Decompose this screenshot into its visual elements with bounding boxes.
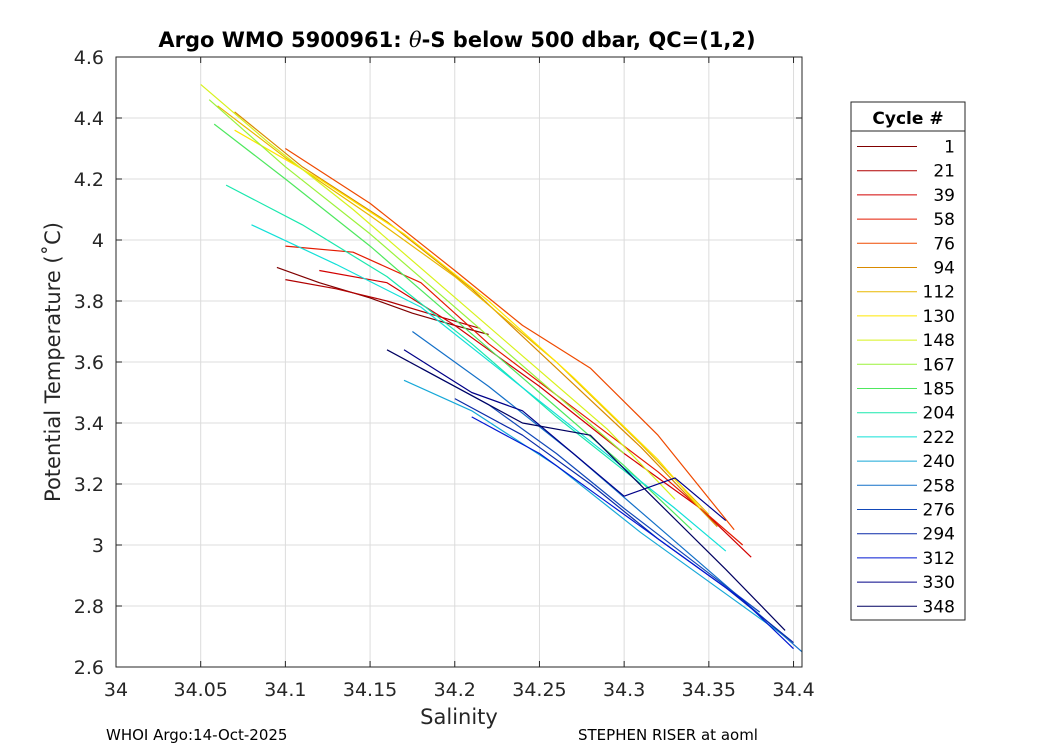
series-line-cycle-204: [225, 184, 642, 485]
legend-label-312: 312: [923, 549, 955, 569]
series-line-cycle-148: [200, 83, 676, 500]
x-tick-label: 34.25: [512, 679, 566, 701]
y-tick-label: 3.4: [74, 413, 104, 435]
x-tick-label: 34.1: [264, 679, 306, 701]
series-line-cycle-130: [234, 129, 701, 509]
legend-label-204: 204: [923, 404, 955, 424]
legend-label-348: 348: [923, 597, 955, 617]
y-axis-ticks: 2.6 2.8 3 3.2 3.4 3.6 3.8 4 4.2 4.4 4.6: [74, 47, 802, 679]
x-tick-label: 34.2: [434, 679, 476, 701]
series-line-cycle-312: [471, 416, 794, 650]
series-line-cycle-240: [403, 379, 786, 637]
legend-label-21: 21: [933, 162, 955, 182]
series-line-cycle-21: [285, 279, 481, 329]
series-line-cycle-58: [285, 245, 744, 546]
legend: Cycle # 1 21 39 58 76 94 112 130 148 167 185 204 222…: [850, 101, 966, 621]
legend-label-240: 240: [923, 452, 955, 472]
legend-label-330: 330: [923, 573, 955, 593]
y-tick-label: 3.6: [74, 352, 104, 374]
chart-title-theta: θ: [409, 28, 422, 52]
x-tick-label: 34.05: [173, 679, 227, 701]
legend-title: Cycle #: [872, 109, 943, 129]
chart-title-suffix: -S below 500 dbar, QC=(1,2): [422, 28, 756, 52]
chart-title-prefix: Argo WMO 5900961:: [158, 28, 409, 52]
legend-label-130: 130: [923, 307, 955, 327]
y-tick-label: 3: [92, 535, 104, 557]
x-tick-label: 34.3: [603, 679, 645, 701]
series-line-cycle-112: [217, 105, 710, 515]
legend-label-1: 1: [944, 138, 955, 158]
x-axis-ticks: 34 34.05 34.1 34.15 34.2 34.25 34.3 34.35 34.4: [104, 57, 815, 701]
series-lines: [200, 83, 803, 653]
legend-label-222: 222: [923, 428, 955, 448]
legend-label-148: 148: [923, 331, 955, 351]
footer-right: STEPHEN RISER at aoml: [578, 726, 758, 744]
legend-entries: 1 21 39 58 76 94 112 130 148 167 185 204 222 240 258 27…: [857, 138, 955, 617]
series-line-cycle-222: [251, 224, 727, 552]
series-line-cycle-294: [454, 398, 794, 644]
legend-label-76: 76: [933, 234, 955, 254]
series-line-cycle-1: [276, 266, 489, 336]
chart-title: Argo WMO 5900961: θ-S below 500 dbar, QC…: [158, 28, 755, 52]
y-tick-label: 3.8: [74, 291, 104, 313]
footer-left: WHOI Argo:14-Oct-2025: [106, 726, 288, 744]
series-line-cycle-330: [403, 349, 727, 522]
legend-label-258: 258: [923, 476, 955, 496]
y-tick-label: 4: [92, 230, 104, 252]
series-line-cycle-258: [412, 331, 803, 653]
y-tick-label: 2.6: [74, 657, 104, 679]
legend-label-58: 58: [933, 210, 955, 230]
legend-label-112: 112: [923, 283, 955, 303]
legend-label-294: 294: [923, 525, 955, 545]
y-tick-label: 4.4: [74, 108, 104, 130]
y-tick-label: 3.2: [74, 474, 104, 496]
x-tick-label: 34.4: [772, 679, 814, 701]
legend-label-94: 94: [933, 259, 955, 279]
x-tick-label: 34.35: [682, 679, 736, 701]
series-line-cycle-185: [213, 123, 693, 531]
x-tick-label: 34: [104, 679, 128, 701]
series-line-cycle-94: [234, 111, 718, 528]
legend-label-185: 185: [923, 380, 955, 400]
x-axis-label: Salinity: [420, 705, 498, 729]
series-line-cycle-167: [208, 99, 625, 454]
series-line-cycle-348: [386, 349, 786, 631]
x-tick-label: 34.15: [343, 679, 397, 701]
y-tick-label: 4.6: [74, 47, 104, 69]
legend-label-276: 276: [923, 501, 955, 521]
y-axis-label: Potential Temperature (˚C): [41, 222, 65, 502]
y-tick-label: 2.8: [74, 596, 104, 618]
legend-label-167: 167: [923, 355, 955, 375]
y-tick-label: 4.2: [74, 169, 104, 191]
legend-label-39: 39: [933, 186, 955, 206]
series-line-cycle-76: [285, 147, 735, 531]
